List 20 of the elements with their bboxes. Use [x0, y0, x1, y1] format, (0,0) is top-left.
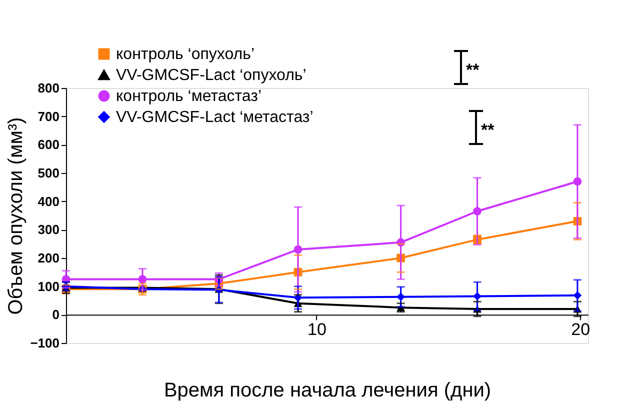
- legend-label: контроль ‘опухоль’: [116, 46, 255, 63]
- y-tick-label: 200: [38, 250, 60, 266]
- x-axis-title: Время после начала лечения (дни): [164, 380, 492, 402]
- x-tick-label: 10: [307, 320, 326, 340]
- y-tick-label: 700: [38, 108, 60, 124]
- y-tick-label: 400: [38, 194, 60, 209]
- text: **: [466, 60, 480, 80]
- y-tick-label: 300: [38, 222, 60, 238]
- y-tick-label: 600: [38, 137, 60, 152]
- y-tick-label: 500: [38, 166, 60, 180]
- legend-label: контроль ‘метастаз’: [116, 88, 262, 105]
- y-tick-label: 100: [38, 278, 60, 294]
- y-tick-label: −100: [30, 336, 60, 350]
- y-tick-label: 0: [52, 307, 60, 322]
- annotation: **: [481, 120, 495, 140]
- y-tick-label: 800: [38, 80, 60, 96]
- legend-label: VV-GMCSF-Lact ‘метастаз’: [116, 109, 314, 126]
- legend-label: VV-GMCSF-Lact ‘опухоль’: [116, 67, 306, 84]
- y-axis-title: Объем опухоли (мм³): [5, 117, 28, 315]
- x-tick-label: 20: [571, 320, 590, 340]
